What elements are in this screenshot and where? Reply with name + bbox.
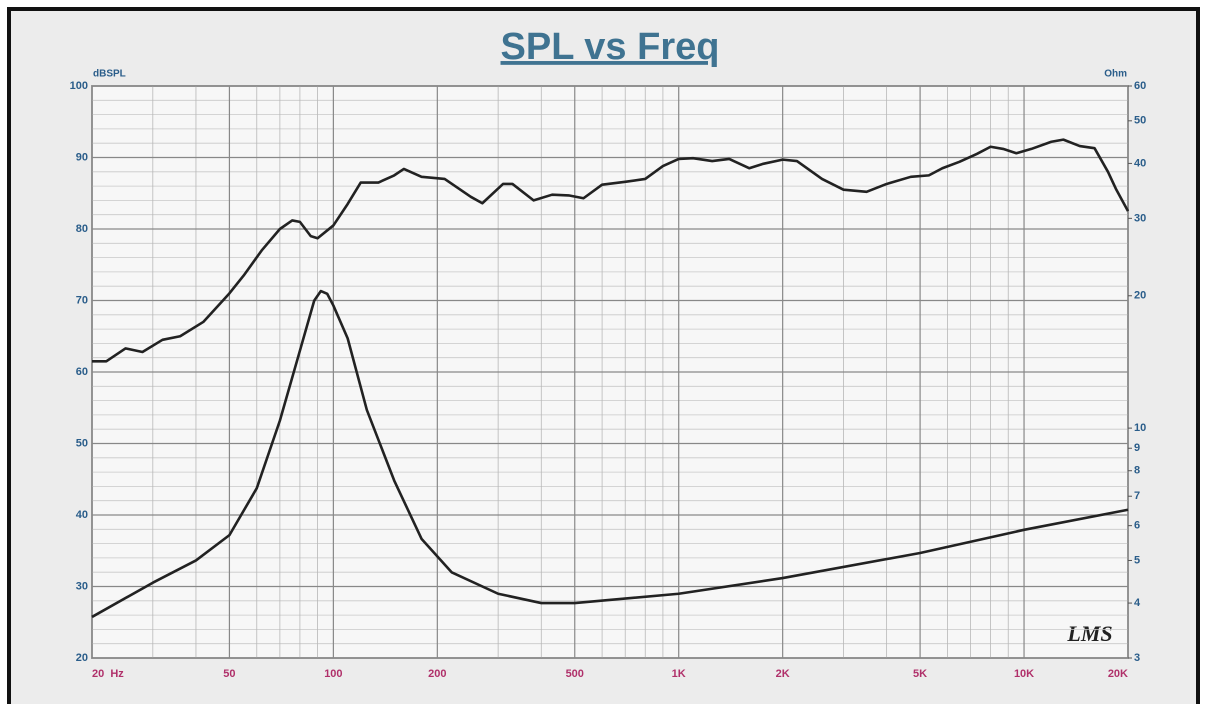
- y2-tick-label: 40: [1134, 157, 1146, 169]
- series-line: [91, 289, 1129, 619]
- y2-tick-label: 7: [1134, 490, 1140, 502]
- y-tick-label: 50: [76, 437, 88, 449]
- series-line: [92, 138, 1130, 363]
- x-tick-label: 200: [428, 668, 446, 680]
- y2-tick-label: 5: [1134, 554, 1140, 566]
- x-tick-label: 5K: [913, 668, 927, 680]
- y2-tick-label: 6: [1134, 520, 1140, 532]
- y-tick-label: 100: [70, 80, 88, 92]
- y2-tick-label: 50: [1134, 115, 1146, 127]
- x-tick-label: 1K: [672, 668, 686, 680]
- x-tick-label: 50: [223, 668, 235, 680]
- y2-tick-label: 30: [1134, 212, 1146, 224]
- y-tick-label: 40: [76, 509, 88, 521]
- y-tick-label: 60: [76, 366, 88, 378]
- y2-tick-label: 10: [1134, 422, 1146, 434]
- x-tick-label: 10K: [1014, 668, 1034, 680]
- y-tick-label: 80: [76, 223, 88, 235]
- x-tick-label: 100: [324, 668, 342, 680]
- y2-axis-label: Ohm: [1104, 69, 1127, 80]
- y-axis-label: dBSPL: [93, 69, 126, 80]
- x-tick-label: 20 Hz: [92, 668, 124, 680]
- y2-tick-label: 8: [1134, 465, 1140, 477]
- y2-tick-label: 4: [1134, 597, 1141, 609]
- x-tick-label: 20K: [1108, 668, 1128, 680]
- y2-tick-label: 9: [1134, 442, 1140, 454]
- y2-tick-label: 60: [1134, 80, 1146, 92]
- x-tick-label: 2K: [776, 668, 790, 680]
- y-tick-label: 90: [76, 151, 88, 163]
- x-tick-label: 500: [566, 668, 584, 680]
- y2-tick-label: 3: [1134, 652, 1140, 664]
- chart-title: SPL vs Freq: [501, 26, 720, 68]
- y-tick-label: 70: [76, 294, 88, 306]
- y-tick-label: 20: [76, 652, 88, 664]
- y-tick-label: 30: [76, 580, 88, 592]
- y2-tick-label: 20: [1134, 290, 1146, 302]
- annotation: LMS: [1066, 621, 1112, 646]
